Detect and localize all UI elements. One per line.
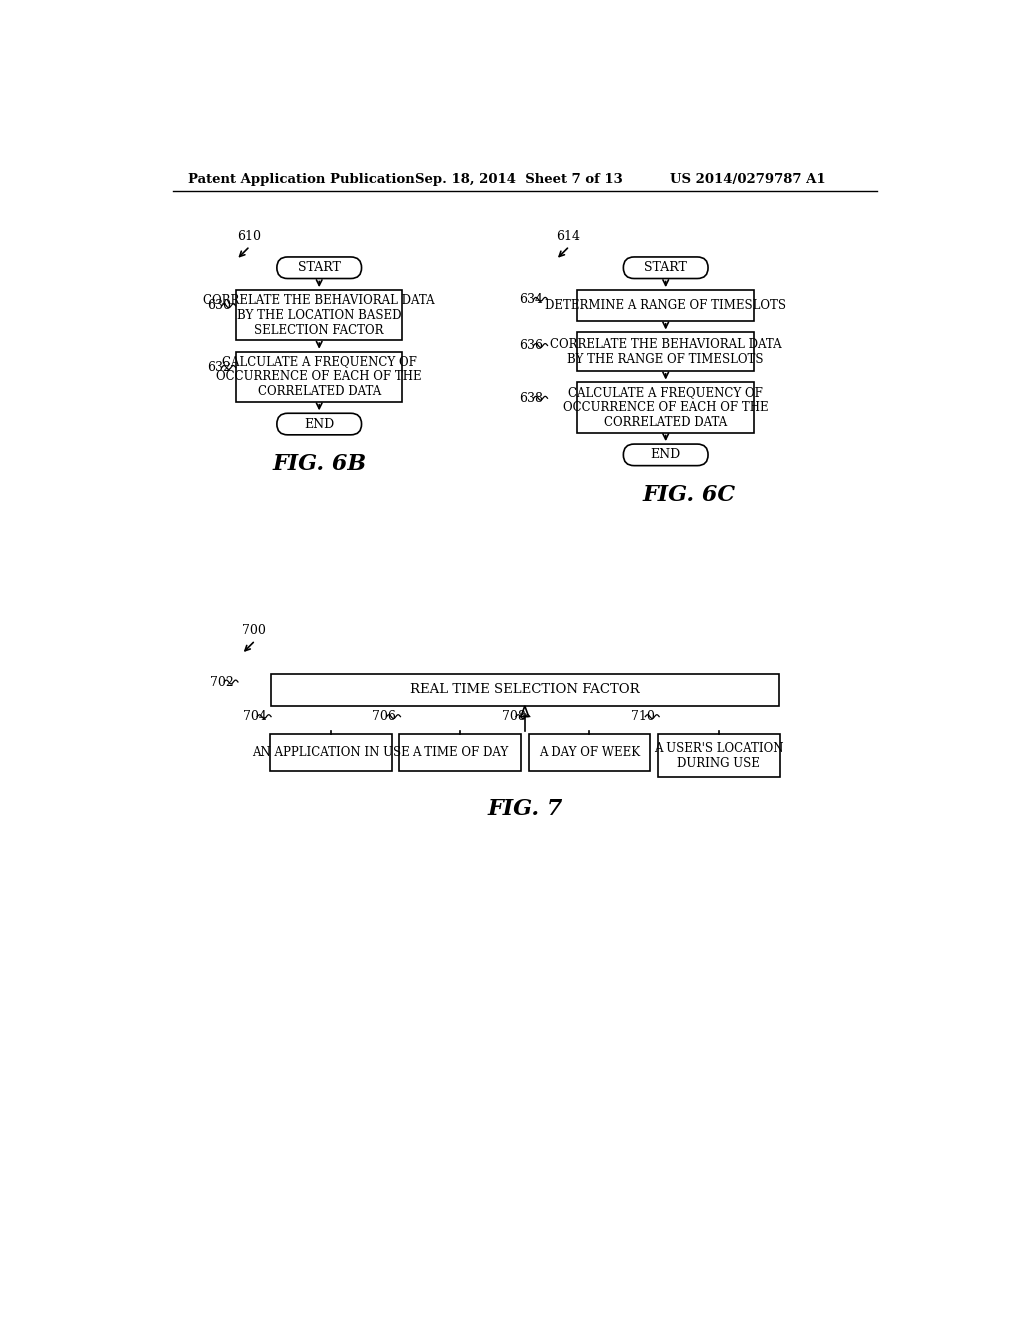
- Text: 704: 704: [243, 710, 267, 723]
- Text: START: START: [298, 261, 341, 275]
- Text: 630: 630: [208, 300, 231, 313]
- FancyBboxPatch shape: [276, 257, 361, 279]
- Text: AN APPLICATION IN USE: AN APPLICATION IN USE: [252, 746, 410, 759]
- Text: 710: 710: [631, 710, 655, 723]
- Text: REAL TIME SELECTION FACTOR: REAL TIME SELECTION FACTOR: [410, 684, 640, 696]
- Text: 638: 638: [519, 392, 544, 405]
- Text: A DAY OF WEEK: A DAY OF WEEK: [539, 746, 640, 759]
- Text: FIG. 7: FIG. 7: [487, 799, 562, 820]
- Bar: [237, 290, 402, 341]
- Bar: [578, 333, 755, 371]
- FancyBboxPatch shape: [276, 413, 361, 434]
- Text: DETERMINE A RANGE OF TIMESLOTS: DETERMINE A RANGE OF TIMESLOTS: [545, 298, 786, 312]
- Text: 610: 610: [237, 230, 261, 243]
- Text: 636: 636: [519, 339, 544, 352]
- Text: A USER'S LOCATION
DURING USE: A USER'S LOCATION DURING USE: [654, 742, 783, 770]
- Bar: [399, 734, 521, 771]
- Bar: [270, 734, 391, 771]
- Text: 706: 706: [373, 710, 396, 723]
- Bar: [528, 734, 650, 771]
- Text: 614: 614: [556, 230, 581, 243]
- FancyBboxPatch shape: [624, 444, 708, 466]
- Text: FIG. 6C: FIG. 6C: [642, 484, 735, 506]
- Text: 702: 702: [210, 676, 233, 689]
- Bar: [578, 290, 755, 321]
- Bar: [270, 673, 779, 706]
- Text: CORRELATE THE BEHAVIORAL DATA
BY THE RANGE OF TIMESLOTS: CORRELATE THE BEHAVIORAL DATA BY THE RAN…: [550, 338, 781, 366]
- Text: 632: 632: [208, 360, 231, 374]
- Text: Sep. 18, 2014  Sheet 7 of 13: Sep. 18, 2014 Sheet 7 of 13: [416, 173, 624, 186]
- FancyBboxPatch shape: [624, 257, 708, 279]
- Text: START: START: [644, 261, 687, 275]
- Text: US 2014/0279787 A1: US 2014/0279787 A1: [670, 173, 825, 186]
- Text: CALCULATE A FREQUENCY OF
OCCURRENCE OF EACH OF THE
CORRELATED DATA: CALCULATE A FREQUENCY OF OCCURRENCE OF E…: [216, 355, 422, 399]
- Text: END: END: [650, 449, 681, 462]
- Bar: [578, 383, 755, 433]
- Text: Patent Application Publication: Patent Application Publication: [188, 173, 415, 186]
- Bar: [237, 351, 402, 401]
- Bar: [658, 734, 779, 776]
- Text: 708: 708: [502, 710, 525, 723]
- Text: 700: 700: [243, 624, 266, 638]
- Text: CORRELATE THE BEHAVIORAL DATA
BY THE LOCATION BASED
SELECTION FACTOR: CORRELATE THE BEHAVIORAL DATA BY THE LOC…: [204, 293, 435, 337]
- Text: END: END: [304, 417, 334, 430]
- Text: CALCULATE A FREQUENCY OF
OCCURRENCE OF EACH OF THE
CORRELATED DATA: CALCULATE A FREQUENCY OF OCCURRENCE OF E…: [563, 385, 769, 429]
- Text: 634: 634: [519, 293, 544, 306]
- Text: FIG. 6B: FIG. 6B: [272, 453, 367, 475]
- Text: A TIME OF DAY: A TIME OF DAY: [412, 746, 508, 759]
